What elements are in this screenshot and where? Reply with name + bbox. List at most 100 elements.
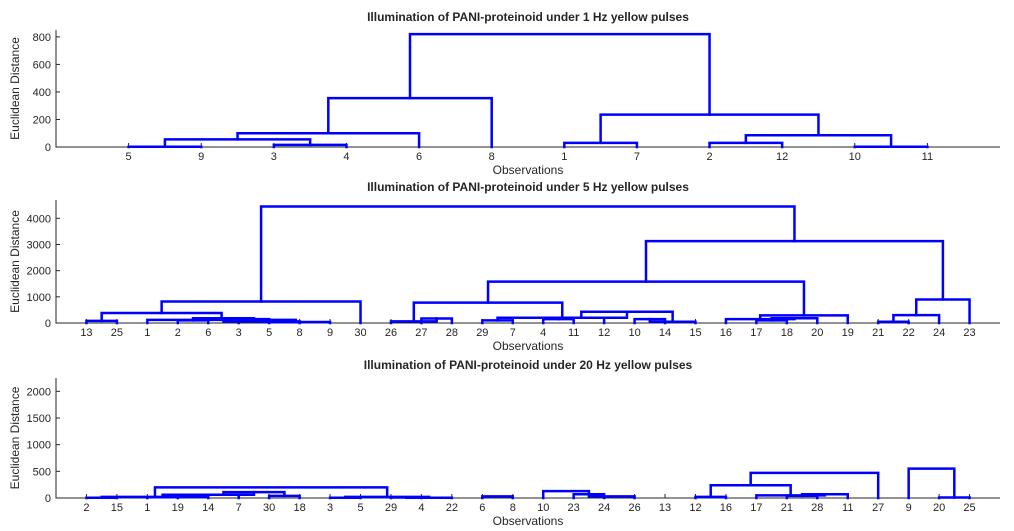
- leaf-label: 17: [750, 327, 762, 339]
- leaf-label: 6: [205, 327, 211, 339]
- leaf-label: 26: [385, 327, 397, 339]
- leaf-label: 19: [842, 327, 854, 339]
- leaf-label: 11: [922, 151, 933, 163]
- dendrogram-link: [327, 96, 493, 149]
- leaf-label: 15: [689, 327, 701, 339]
- leaf-label: 1: [144, 327, 150, 339]
- y-axis-label: Euclidean Distance: [8, 37, 22, 140]
- y-tick-label: 3000: [27, 239, 51, 251]
- leaf-label: 16: [720, 502, 732, 514]
- y-tick-label: 1000: [27, 440, 51, 452]
- leaf-label: 2: [83, 502, 89, 514]
- leaf-label: 25: [111, 327, 123, 339]
- y-tick-label: 0: [45, 493, 51, 505]
- leaf-label: 21: [872, 327, 884, 339]
- x-axis-label: Observations: [493, 339, 564, 353]
- dendrogram-link: [541, 489, 591, 500]
- leaf-label: 23: [963, 327, 975, 339]
- leaf-label: 24: [598, 502, 610, 514]
- axis-frame: [55, 30, 1000, 148]
- leaf-label: 5: [266, 327, 272, 339]
- x-axis-label: Observations: [493, 163, 564, 177]
- y-tick-label: 2000: [27, 386, 51, 398]
- chart-title: Illumination of PANI-proteinoid under 5 …: [367, 180, 689, 194]
- leaf-label: 7: [634, 151, 640, 163]
- leaf-label: 8: [510, 502, 516, 514]
- leaf-label: 29: [476, 327, 488, 339]
- leaf-label: 8: [489, 151, 495, 163]
- y-tick-label: 0: [45, 142, 51, 154]
- leaf-label: 17: [750, 502, 762, 514]
- dendrogram-link: [915, 298, 971, 325]
- y-axis-label: Euclidean Distance: [8, 210, 22, 313]
- leaf-label: 28: [446, 327, 458, 339]
- leaf-label: 9: [906, 502, 912, 514]
- y-tick-label: 2000: [27, 266, 51, 278]
- leaf-label: 21: [781, 502, 793, 514]
- leaf-label: 4: [343, 151, 349, 163]
- leaf-label: 3: [271, 151, 277, 163]
- leaf-label: 5: [357, 502, 363, 514]
- leaf-label: 2: [706, 151, 712, 163]
- leaf-label: 12: [689, 502, 701, 514]
- leaf-label: 14: [659, 327, 671, 339]
- leaf-label: 5: [126, 151, 132, 163]
- leaf-label: 15: [111, 502, 123, 514]
- leaf-label: 3: [236, 327, 242, 339]
- leaf-label: 16: [720, 327, 732, 339]
- leaf-label: 7: [510, 327, 516, 339]
- leaf-label: 8: [297, 327, 303, 339]
- leaf-label: 27: [415, 327, 427, 339]
- leaf-label: 4: [418, 502, 424, 514]
- y-tick-label: 200: [33, 114, 51, 126]
- leaf-label: 29: [385, 502, 397, 514]
- leaf-label: 4: [540, 327, 546, 339]
- leaf-label: 10: [537, 502, 549, 514]
- leaf-label: 13: [80, 327, 92, 339]
- leaf-label: 24: [933, 327, 945, 339]
- leaf-label: 1: [561, 151, 567, 163]
- axis-frame: [55, 378, 1000, 499]
- dendrogram-link: [599, 113, 820, 145]
- leaf-label: 20: [811, 327, 823, 339]
- leaf-label: 23: [568, 502, 580, 514]
- leaf-label: 11: [842, 502, 853, 514]
- leaf-label: 18: [293, 502, 305, 514]
- y-tick-label: 400: [33, 87, 51, 99]
- leaf-label: 19: [172, 502, 184, 514]
- dendrogram-link: [153, 486, 389, 499]
- leaf-label: 26: [628, 502, 640, 514]
- leaf-label: 18: [781, 327, 793, 339]
- leaf-label: 6: [479, 502, 485, 514]
- leaf-label: 12: [598, 327, 610, 339]
- dendrogram-link: [644, 239, 945, 301]
- leaf-label: 1: [144, 502, 150, 514]
- leaf-label: 22: [446, 502, 458, 514]
- dendrogram-link: [744, 134, 893, 148]
- leaf-label: 13: [659, 502, 671, 514]
- chart-title: Illumination of PANI-proteinoid under 20…: [364, 358, 693, 372]
- leaf-label: 2: [175, 327, 181, 339]
- y-tick-label: 1000: [27, 292, 51, 304]
- dendrogram-link: [486, 280, 806, 317]
- dendrogram-link: [749, 471, 880, 500]
- dendrogram-link: [481, 495, 515, 500]
- leaf-label: 25: [963, 502, 975, 514]
- chart-title: Illumination of PANI-proteinoid under 1 …: [367, 10, 689, 24]
- leaf-label: 10: [849, 151, 861, 163]
- dendrogram-link: [408, 32, 711, 116]
- y-tick-label: 500: [33, 466, 51, 478]
- y-tick-label: 4000: [27, 213, 51, 225]
- dendrogram-link: [259, 205, 796, 303]
- y-tick-label: 0: [45, 318, 51, 330]
- leaf-label: 14: [202, 502, 214, 514]
- leaf-label: 7: [236, 502, 242, 514]
- leaf-label: 22: [903, 327, 915, 339]
- y-tick-label: 1500: [27, 413, 51, 425]
- leaf-label: 6: [416, 151, 422, 163]
- y-tick-label: 800: [33, 32, 51, 44]
- dendrogram-link: [907, 467, 956, 500]
- dendrogram-link: [587, 493, 636, 500]
- leaf-label: 28: [811, 502, 823, 514]
